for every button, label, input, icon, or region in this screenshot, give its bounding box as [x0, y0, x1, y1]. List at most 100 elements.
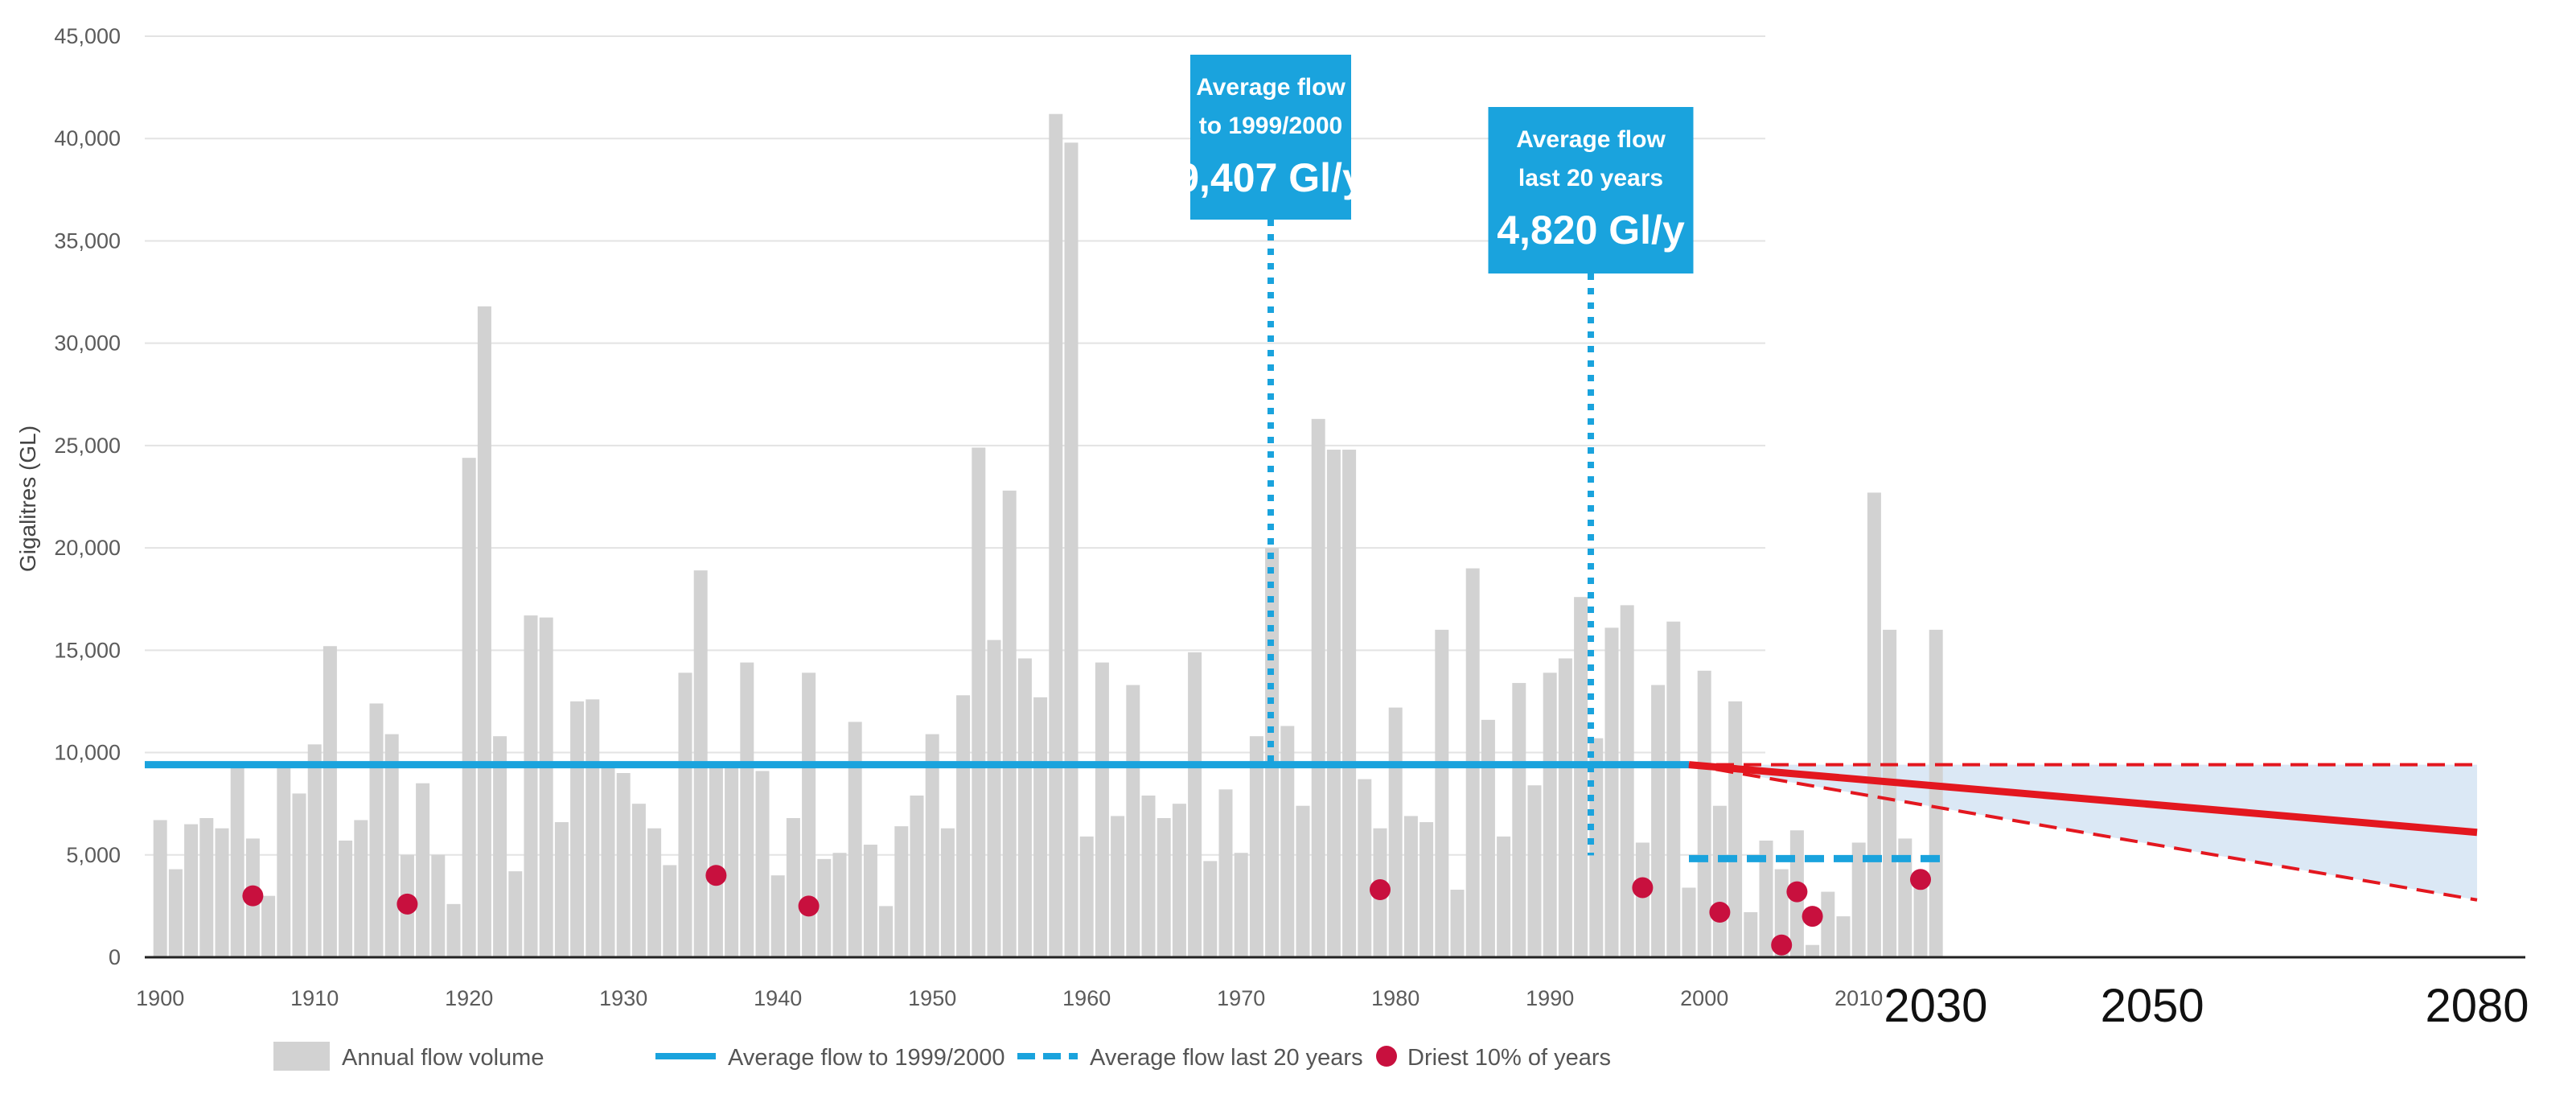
bar-2013 [1898, 838, 1912, 957]
bar-2014 [1913, 879, 1928, 957]
bar-1982 [1419, 822, 1434, 957]
driest-dot-1906 [242, 885, 264, 907]
bar-1924 [524, 615, 538, 957]
y-tick-label: 35,000 [54, 228, 121, 253]
y-tick-label: 10,000 [54, 741, 121, 765]
legend-swatch-bar [273, 1042, 330, 1071]
driest-dot-2007 [1802, 906, 1823, 927]
bar-1995 [1620, 605, 1634, 957]
bar-1951 [940, 828, 955, 957]
bar-2002 [1728, 701, 1743, 957]
x-tick-label: 1940 [754, 986, 802, 1010]
bar-1990 [1543, 672, 1557, 957]
bar-2009 [1836, 916, 1851, 957]
bar-2008 [1821, 891, 1835, 957]
bar-1932 [647, 828, 662, 957]
y-tick-label: 20,000 [54, 536, 121, 560]
x-tick-label: 1990 [1526, 986, 1574, 1010]
x-tick-label: 1970 [1217, 986, 1265, 1010]
bar-1946 [863, 845, 877, 957]
bar-1988 [1512, 683, 1526, 957]
driest-dot-2001 [1709, 902, 1731, 923]
bar-1938 [740, 662, 754, 957]
bar-1947 [879, 906, 894, 957]
bar-1925 [539, 617, 553, 957]
legend-label: Driest 10% of years [1407, 1045, 1611, 1071]
bar-1919 [446, 903, 461, 957]
x-tick-label: 1900 [136, 986, 184, 1010]
projection-central-line [1688, 761, 2478, 837]
bar-1923 [508, 871, 523, 957]
bar-1989 [1527, 785, 1542, 957]
callout-title-line: Average flow [1196, 74, 1346, 101]
callout-value: 4,820 Gl/y [1497, 208, 1685, 253]
callout-value: 9,407 Gl/y [1177, 155, 1365, 200]
gridlines [145, 35, 1765, 856]
bar-1942 [802, 672, 816, 957]
y-tick-label: 45,000 [54, 24, 121, 48]
bar-1956 [1017, 658, 1032, 957]
bar-1945 [848, 722, 862, 957]
bar-1999 [1682, 887, 1696, 957]
bar-1944 [832, 853, 847, 957]
bar-2015 [1929, 629, 1943, 957]
bar-1967 [1188, 652, 1202, 957]
bar-1936 [709, 764, 723, 957]
bar-1939 [755, 771, 770, 957]
legend-label: Annual flow volume [342, 1045, 544, 1071]
bar-1918 [431, 854, 446, 957]
bar-1966 [1172, 804, 1186, 957]
bar-1950 [925, 734, 939, 957]
bar-1974 [1296, 805, 1310, 957]
x-tick-label: 1930 [599, 986, 647, 1010]
bar-1914 [369, 703, 384, 957]
bar-1948 [894, 826, 909, 957]
bar-1975 [1311, 418, 1325, 957]
bar-1968 [1203, 861, 1218, 957]
driest-dot-2005 [1771, 934, 1793, 956]
driest-dot-1942 [798, 895, 820, 917]
bar-2007 [1806, 944, 1820, 957]
bar-1973 [1280, 726, 1295, 957]
bar-1983 [1435, 629, 1449, 957]
bar-1907 [261, 895, 276, 957]
bar-1912 [339, 840, 353, 957]
bar-1903 [199, 817, 214, 957]
x-tick-label: 1950 [908, 986, 956, 1010]
y-tick-label: 0 [109, 945, 121, 969]
bar-1984 [1450, 890, 1465, 957]
bar-1964 [1141, 795, 1156, 957]
future-year-label: 2030 [1884, 980, 1987, 1032]
bar-1963 [1126, 685, 1140, 957]
bar-1959 [1064, 142, 1078, 958]
callout-title-line: Average flow [1516, 126, 1666, 153]
bar-1929 [601, 767, 615, 957]
bar-1917 [416, 783, 430, 957]
driest-dot-1996 [1632, 877, 1654, 899]
x-tick-label: 1910 [290, 986, 339, 1010]
y-tick-label: 15,000 [54, 638, 121, 662]
bar-1954 [987, 640, 1001, 957]
driest-dot-1936 [705, 865, 727, 886]
bar-1961 [1095, 662, 1109, 957]
bar-1909 [292, 793, 306, 957]
y-tick-label: 5,000 [66, 843, 121, 867]
bar-1997 [1651, 685, 1666, 957]
legend-label: Average flow to 1999/2000 [728, 1045, 1005, 1071]
x-tick-label: 1960 [1062, 986, 1111, 1010]
bar-1978 [1358, 779, 1372, 957]
bar-1930 [616, 773, 631, 957]
callout-box [1488, 107, 1694, 274]
x-tick-label: 2010 [1834, 986, 1883, 1010]
bar-2001 [1712, 805, 1727, 957]
bar-1953 [972, 447, 986, 957]
bar-1927 [570, 701, 585, 957]
bar-1933 [663, 865, 677, 957]
bar-1996 [1635, 842, 1650, 957]
bar-1941 [786, 817, 800, 957]
callout-box [1190, 55, 1351, 220]
bar-1977 [1342, 449, 1357, 957]
x-tick-label: 1980 [1371, 986, 1419, 1010]
y-tick-label: 30,000 [54, 331, 121, 356]
